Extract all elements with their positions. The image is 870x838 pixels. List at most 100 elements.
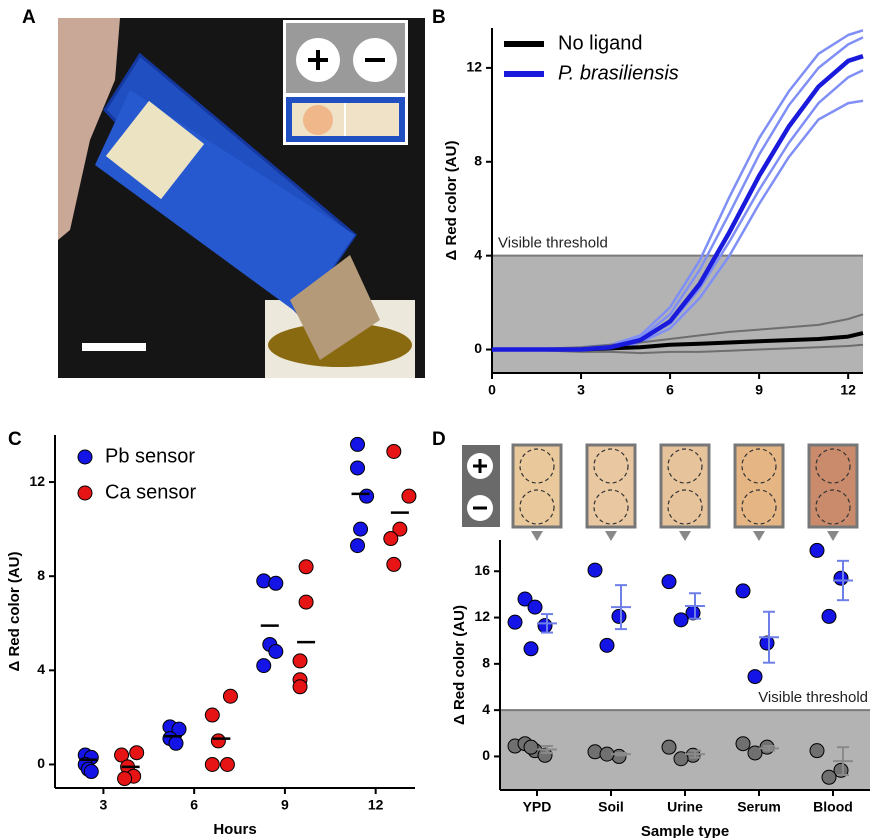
point — [383, 531, 399, 547]
panel-label: C — [8, 429, 22, 450]
point — [833, 570, 849, 586]
x-tick-label: Serum — [737, 799, 781, 815]
point — [507, 614, 523, 630]
y-axis-label: Δ Red color (AU) — [443, 141, 460, 261]
point — [298, 594, 314, 610]
panel-label: A — [22, 7, 36, 28]
x-tick-label: 9 — [755, 382, 763, 398]
point — [219, 756, 235, 772]
point — [747, 745, 763, 761]
point — [735, 583, 751, 599]
point — [117, 771, 133, 787]
arrow — [827, 531, 839, 541]
point — [350, 460, 366, 476]
y-tick-label: 0 — [37, 755, 45, 771]
point — [350, 538, 366, 554]
y-tick-label: 4 — [482, 701, 490, 717]
legend-label: P. brasiliensis — [558, 62, 679, 84]
point — [401, 488, 417, 504]
x-tick-label: 6 — [666, 382, 674, 398]
below-threshold — [500, 710, 870, 790]
y-tick-label: 8 — [482, 655, 490, 671]
point — [256, 658, 272, 674]
panel-label: D — [432, 429, 446, 450]
y-tick-label: 8 — [37, 567, 45, 583]
point — [809, 743, 825, 759]
well — [815, 489, 851, 525]
point — [204, 756, 220, 772]
point — [129, 745, 145, 761]
well — [519, 448, 555, 484]
point — [833, 762, 849, 778]
thumbnail — [585, 443, 637, 529]
point — [809, 542, 825, 558]
legend-label: Pb sensor — [105, 445, 195, 467]
y-tick-label: 12 — [29, 473, 45, 489]
y-tick-label: 8 — [474, 152, 482, 168]
point — [298, 559, 314, 575]
y-tick-label: 16 — [474, 562, 490, 578]
threshold-label: Visible threshold — [498, 235, 608, 252]
well — [667, 489, 703, 525]
point — [821, 769, 837, 785]
y-tick-label: 4 — [474, 246, 482, 262]
point — [517, 591, 533, 607]
x-tick-label: 12 — [840, 382, 856, 398]
point — [292, 679, 308, 695]
well — [593, 489, 629, 525]
point — [537, 618, 553, 634]
legend-swatch — [77, 449, 93, 465]
thumbnail — [659, 443, 711, 529]
y-axis-label: Δ Red color (AU) — [6, 552, 23, 672]
x-tick-label: Soil — [598, 799, 624, 815]
arrow — [605, 531, 617, 541]
point — [673, 751, 689, 767]
point — [268, 575, 284, 591]
point — [386, 556, 402, 572]
thumbnail — [807, 443, 859, 529]
x-tick-label: Urine — [667, 799, 703, 815]
point — [268, 644, 284, 660]
arrow — [753, 531, 765, 541]
point — [759, 635, 775, 651]
point — [523, 641, 539, 657]
x-tick-label: 9 — [281, 797, 289, 813]
point — [599, 637, 615, 653]
point — [210, 733, 226, 749]
point — [821, 608, 837, 624]
legend-swatch — [77, 485, 93, 501]
threshold-label: Visible threshold — [758, 689, 868, 706]
y-axis-label: Δ Red color (AU) — [451, 605, 468, 725]
arrow — [531, 531, 543, 541]
y-tick-label: 0 — [482, 747, 490, 763]
point — [747, 669, 763, 685]
point — [386, 443, 402, 459]
point — [527, 599, 543, 615]
arrow — [679, 531, 691, 541]
x-tick-label: YPD — [523, 799, 552, 815]
y-tick-label: 0 — [474, 340, 482, 356]
well — [741, 489, 777, 525]
thumbnails — [462, 443, 859, 541]
well — [593, 448, 629, 484]
point — [392, 521, 408, 537]
point — [661, 739, 677, 755]
thumbnail — [511, 443, 563, 529]
x-axis-label: Hours — [213, 821, 256, 838]
point — [611, 608, 627, 624]
point — [114, 747, 130, 763]
point — [256, 573, 272, 589]
x-tick-label: Blood — [813, 799, 853, 815]
well — [667, 448, 703, 484]
y-tick-label: 4 — [37, 661, 45, 677]
x-tick-label: 12 — [368, 797, 384, 813]
x-tick-label: 3 — [577, 382, 585, 398]
point — [350, 436, 366, 452]
x-axis-label: Sample type — [641, 823, 729, 838]
legend-label: No ligand — [558, 32, 643, 54]
panel-label: B — [432, 7, 446, 28]
x-tick-label: 3 — [100, 797, 108, 813]
thumbnail — [733, 443, 785, 529]
x-tick-label: 6 — [190, 797, 198, 813]
